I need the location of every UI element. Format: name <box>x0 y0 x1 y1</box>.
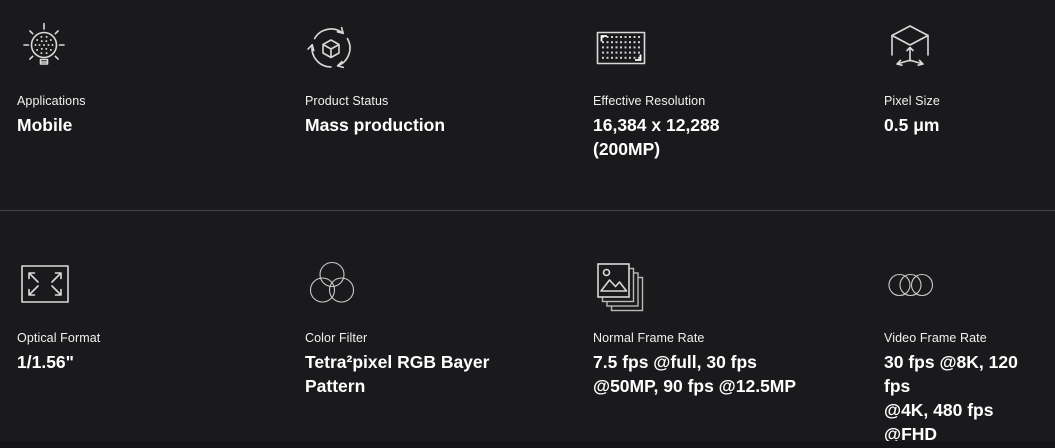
spec-item-color-filter: Color Filter Tetra²pixel RGB Bayer Patte… <box>305 257 593 448</box>
spec-value: 7.5 fps @full, 30 fps @50MP, 90 fps @12.… <box>593 352 797 396</box>
spec-label: Optical Format <box>17 331 101 345</box>
spec-label: Product Status <box>305 94 389 108</box>
spec-item-applications: Applications Mobile <box>17 20 305 210</box>
spec-row-2: Optical Format 1/1.56" Color Filter Tetr… <box>0 211 1055 448</box>
sensor-grid-icon <box>593 20 862 76</box>
spec-label: Applications <box>17 94 86 108</box>
lightbulb-icon <box>17 20 283 76</box>
spec-value: Mobile <box>17 115 73 135</box>
spec-item-effective-resolution: Effective Resolution 16,384 x 12,288 (20… <box>593 20 884 210</box>
spec-value: Tetra²pixel RGB Bayer Pattern <box>305 352 490 396</box>
production-cycle-icon <box>305 20 571 76</box>
spec-item-normal-frame-rate: Normal Frame Rate 7.5 fps @full, 30 fps … <box>593 257 884 448</box>
spec-row-1: Applications Mobile Product Status Mass … <box>0 0 1055 211</box>
color-filter-icon <box>305 257 571 313</box>
section-bottom-edge <box>0 441 1055 448</box>
spec-label: Normal Frame Rate <box>593 331 705 345</box>
optical-format-icon <box>17 257 283 313</box>
pixel-cube-icon <box>884 20 1033 76</box>
spec-value: 16,384 x 12,288 (200MP) <box>593 115 720 159</box>
spec-value: 30 fps @8K, 120 fps @4K, 480 fps @FHD (w… <box>884 352 1018 444</box>
spec-label: Video Frame Rate <box>884 331 987 345</box>
spec-item-product-status: Product Status Mass production <box>305 20 593 210</box>
photo-stack-icon <box>593 257 862 313</box>
spec-label: Color Filter <box>305 331 368 345</box>
spec-item-pixel-size: Pixel Size 0.5 μm <box>884 20 1055 210</box>
spec-item-optical-format: Optical Format 1/1.56" <box>17 257 305 448</box>
spec-value: 1/1.56" <box>17 352 74 372</box>
spec-value: 0.5 μm <box>884 115 940 135</box>
spec-label: Effective Resolution <box>593 94 706 108</box>
spec-value: Mass production <box>305 115 446 135</box>
video-frames-icon <box>884 257 1033 313</box>
spec-item-video-frame-rate: Video Frame Rate 30 fps @8K, 120 fps @4K… <box>884 257 1055 448</box>
spec-label: Pixel Size <box>884 94 940 108</box>
